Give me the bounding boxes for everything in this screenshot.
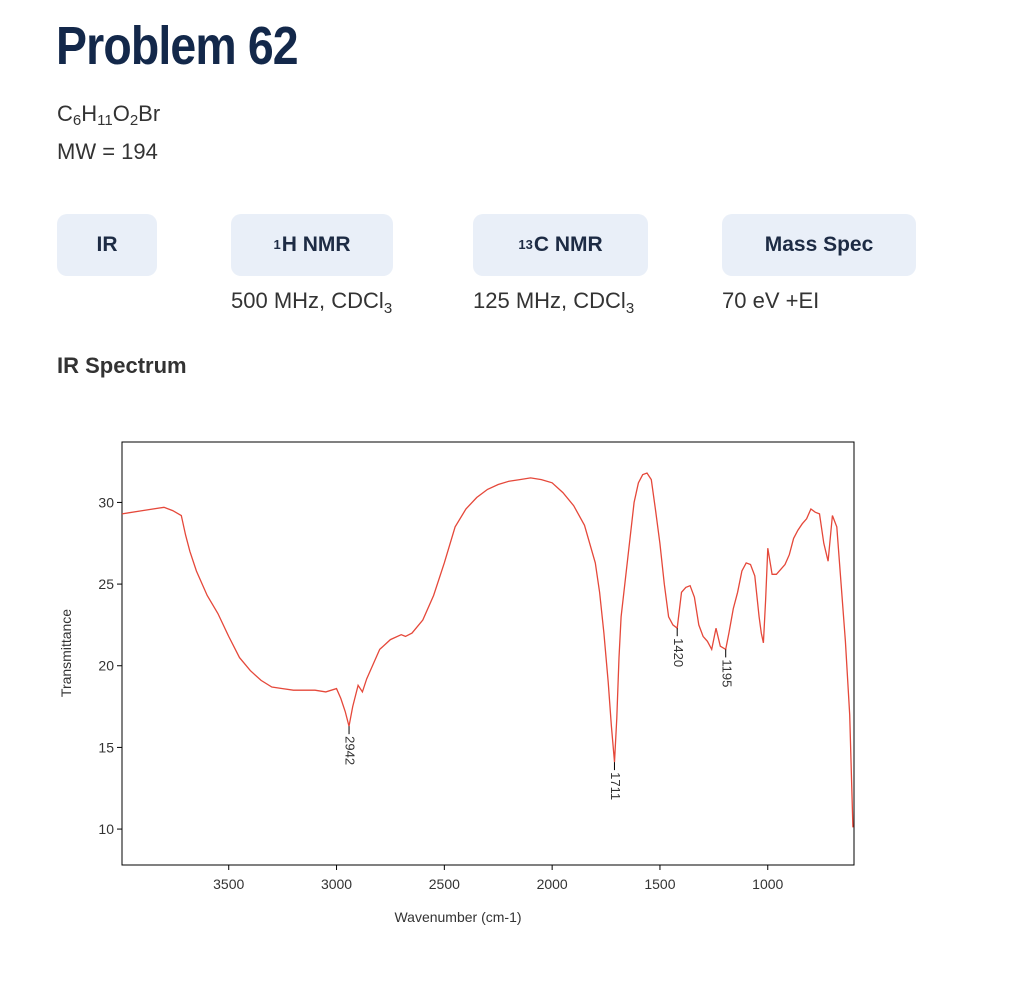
peak-label: 1420	[671, 638, 686, 667]
ir-spectrum-chart: 3500 3000 2500 2000 1500 1000 10 15 20 25 30 2942…	[58, 441, 855, 925]
conditions-sub: 3	[383, 300, 393, 317]
y-tick-label: 15	[98, 739, 114, 755]
tab-label: Mass Spec	[764, 233, 874, 256]
formula-count: 11	[97, 112, 113, 129]
peak-label: 1195	[719, 659, 734, 687]
molecular-formula: C6H11O2Br	[57, 100, 160, 128]
tab-c-nmr[interactable]: 13 C NMR	[473, 214, 648, 276]
tab-label: C NMR	[533, 233, 603, 256]
y-tick-label: 25	[98, 576, 114, 592]
conditions-text: 70 eV +EI	[722, 288, 820, 313]
formula-count: 2	[129, 112, 139, 129]
conditions-text: 500 MHz, CDCl	[231, 288, 384, 313]
mass-spec-conditions: 70 eV +EI	[722, 287, 819, 315]
plot-frame	[121, 441, 855, 866]
page-title: Problem 62	[56, 16, 299, 76]
tab-mass-spec[interactable]: Mass Spec	[722, 214, 916, 276]
x-tick-label: 1000	[752, 876, 783, 892]
y-axis-label: Transmittance	[58, 609, 74, 697]
tab-label: H NMR	[281, 233, 351, 256]
x-tick-label: 2500	[429, 876, 460, 892]
spectrum-line	[121, 472, 854, 828]
tab-ir[interactable]: IR	[57, 214, 157, 276]
y-tick-label: 20	[98, 658, 114, 674]
y-axis: 10 15 20 25 30	[98, 494, 122, 837]
x-tick-label: 3500	[213, 876, 244, 892]
x-axis-label: Wavenumber (cm-1)	[394, 909, 521, 925]
peak-label: 2942	[343, 736, 358, 765]
peak-annotations: 2942 1711 1420 1195	[343, 628, 734, 800]
molecular-weight: MW = 194	[57, 139, 158, 164]
y-tick-label: 30	[98, 494, 114, 510]
formula-element: C	[57, 101, 73, 126]
tab-label: IR	[96, 233, 118, 256]
x-tick-label: 1500	[644, 876, 675, 892]
formula-count: 6	[72, 112, 82, 129]
x-tick-label: 2000	[537, 876, 568, 892]
formula-element: Br	[138, 101, 161, 126]
formula-element: O	[112, 101, 130, 126]
peak-label: 1711	[608, 772, 623, 800]
h-nmr-conditions: 500 MHz, CDCl3	[231, 287, 393, 317]
x-tick-label: 3000	[321, 876, 352, 892]
section-title: IR Spectrum	[57, 353, 187, 378]
c-nmr-conditions: 125 MHz, CDCl3	[473, 287, 635, 317]
x-axis: 3500 3000 2500 2000 1500 1000	[213, 865, 784, 892]
y-tick-label: 10	[98, 821, 114, 837]
formula-element: H	[81, 101, 98, 126]
conditions-sub: 3	[625, 300, 635, 317]
conditions-text: 125 MHz, CDCl	[473, 288, 626, 313]
